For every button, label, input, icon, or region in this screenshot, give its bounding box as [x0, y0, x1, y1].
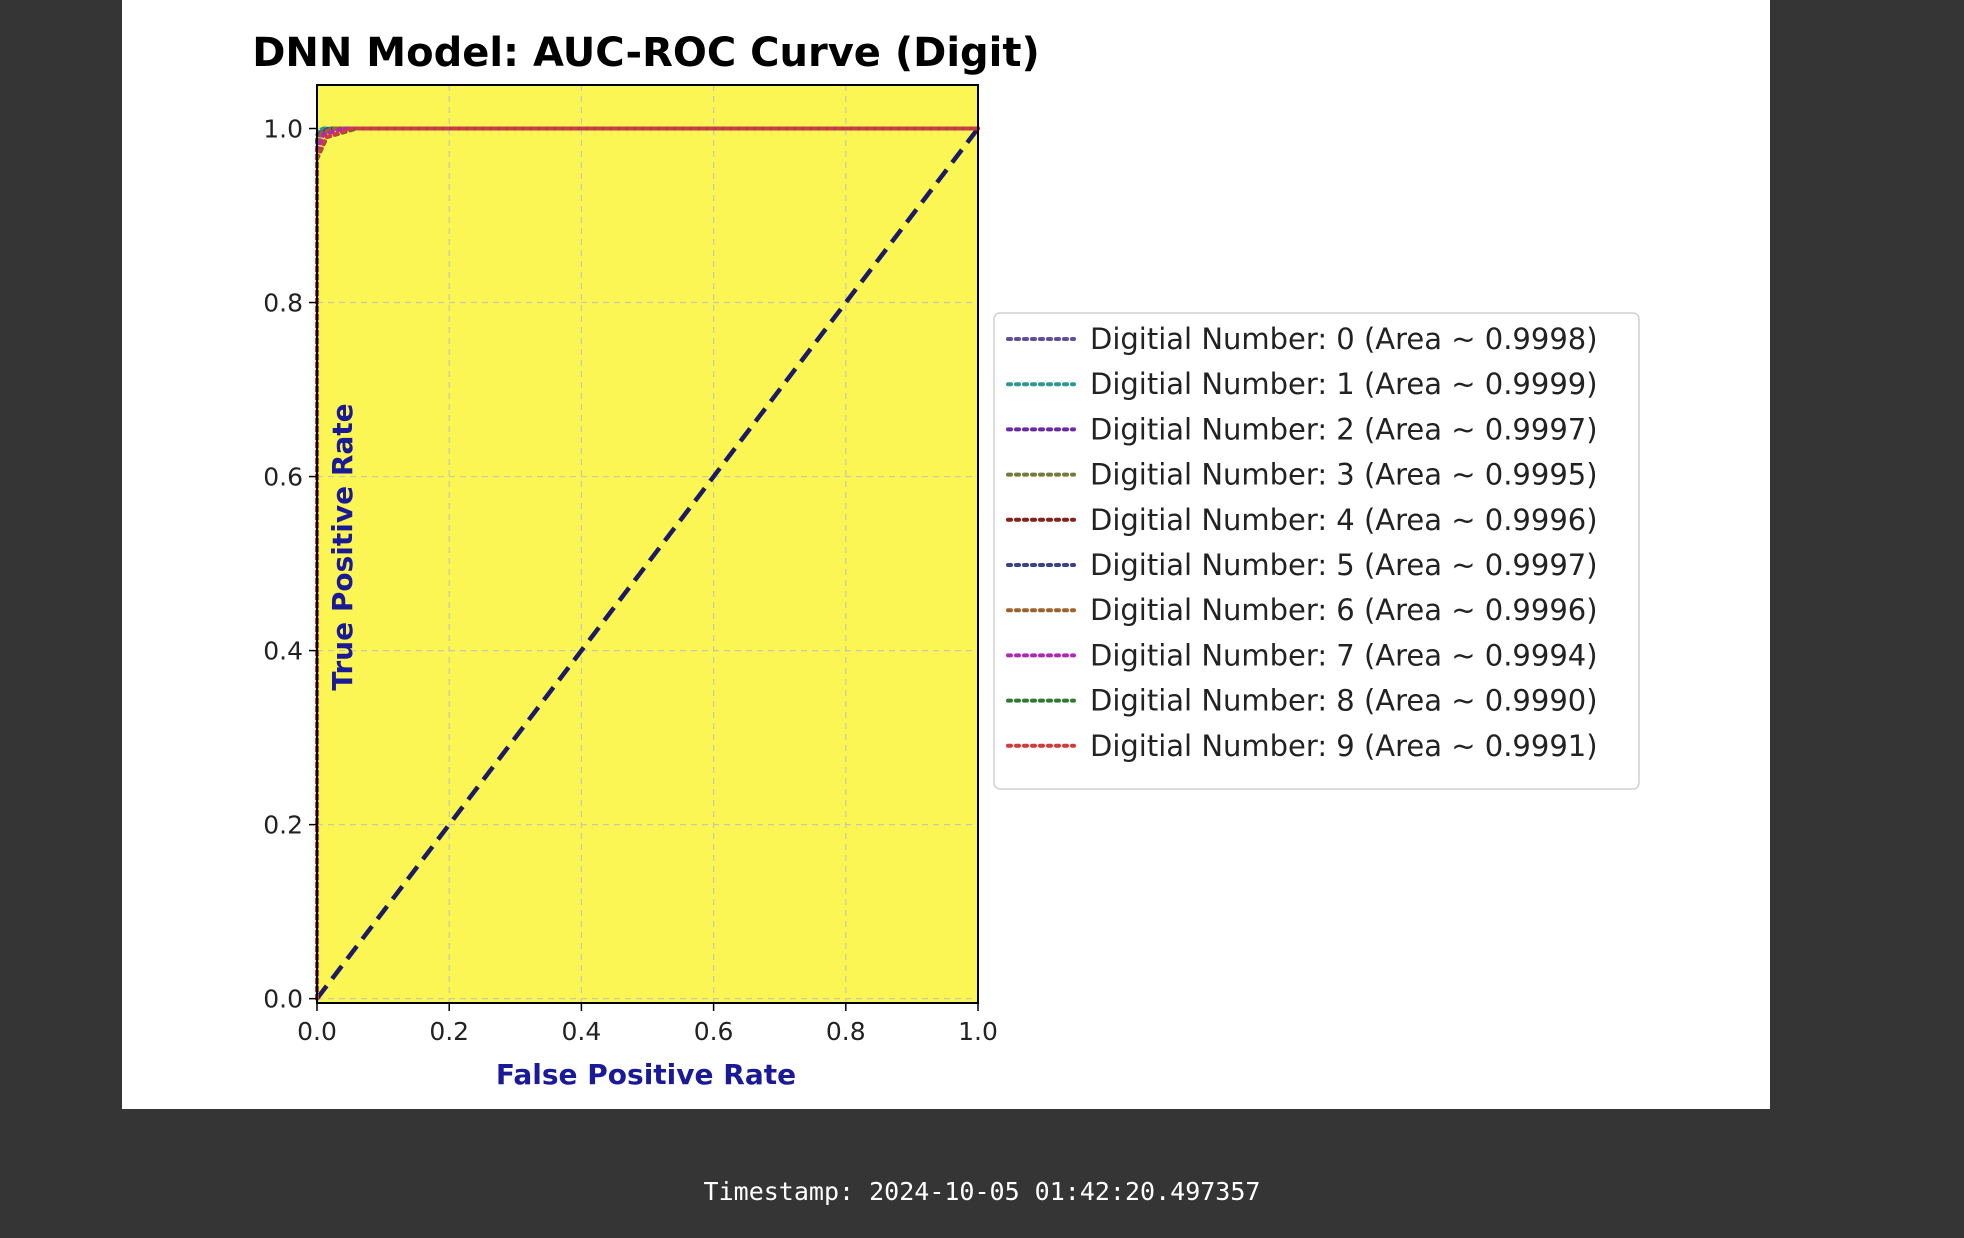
- legend-label-digit-1: Digitial Number: 1 (Area ~ 0.9999): [1090, 367, 1598, 401]
- plot-area: [317, 85, 978, 1003]
- x-tick-label-5: 1.0: [958, 1017, 998, 1046]
- legend: Digitial Number: 0 (Area ~ 0.9998) Digiti…: [993, 312, 1640, 790]
- legend-label-digit-6: Digitial Number: 6 (Area ~ 0.9996): [1090, 593, 1598, 627]
- legend-label-digit-7: Digitial Number: 7 (Area ~ 0.9994): [1090, 638, 1598, 672]
- y-tick-label-5: 1.0: [263, 115, 303, 144]
- legend-label-digit-2: Digitial Number: 2 (Area ~ 0.9997): [1090, 412, 1598, 446]
- clipped-xlabel-from-previous-chart: False Positive Rate: [496, 0, 796, 5]
- legend-label-digit-0: Digitial Number: 0 (Area ~ 0.9998): [1090, 322, 1598, 356]
- x-tick-label-3: 0.6: [694, 1017, 734, 1046]
- legend-box: [993, 312, 1640, 790]
- figure-panel: False Positive Rate DNN Model: AUC-ROC C…: [122, 0, 1770, 1109]
- y-tick-label-4: 0.8: [263, 289, 303, 318]
- y-axis-label: True Positive Rate: [326, 403, 359, 690]
- chance-diagonal-line: [315, 127, 980, 1001]
- legend-label-digit-4: Digitial Number: 4 (Area ~ 0.9996): [1090, 503, 1598, 537]
- chart-title: DNN Model: AUC-ROC Curve (Digit): [252, 30, 1040, 76]
- y-tick-label-0: 0.0: [263, 985, 303, 1014]
- roc-chart: False Positive Rate DNN Model: AUC-ROC C…: [252, 0, 1640, 1091]
- y-tick-label-1: 0.2: [263, 811, 303, 840]
- legend-label-digit-8: Digitial Number: 8 (Area ~ 0.9990): [1090, 684, 1598, 718]
- y-tick-label-3: 0.6: [263, 463, 303, 492]
- plot-frame: [316, 84, 979, 1004]
- legend-label-digit-5: Digitial Number: 5 (Area ~ 0.9997): [1090, 548, 1598, 582]
- x-tick-label-1: 0.2: [429, 1017, 469, 1046]
- timestamp: Timestamp: 2024-10-05 01:42:20.497357: [703, 1177, 1261, 1206]
- legend-label-digit-3: Digitial Number: 3 (Area ~ 0.9995): [1090, 458, 1598, 492]
- x-tick-label-0: 0.0: [297, 1017, 337, 1046]
- y-tick-label-2: 0.4: [263, 637, 303, 666]
- x-tick-label-2: 0.4: [562, 1017, 602, 1046]
- x-axis-label: False Positive Rate: [496, 1058, 796, 1091]
- legend-label-digit-9: Digitial Number: 9 (Area ~ 0.9991): [1090, 729, 1598, 763]
- x-tick-label-4: 0.8: [826, 1017, 866, 1046]
